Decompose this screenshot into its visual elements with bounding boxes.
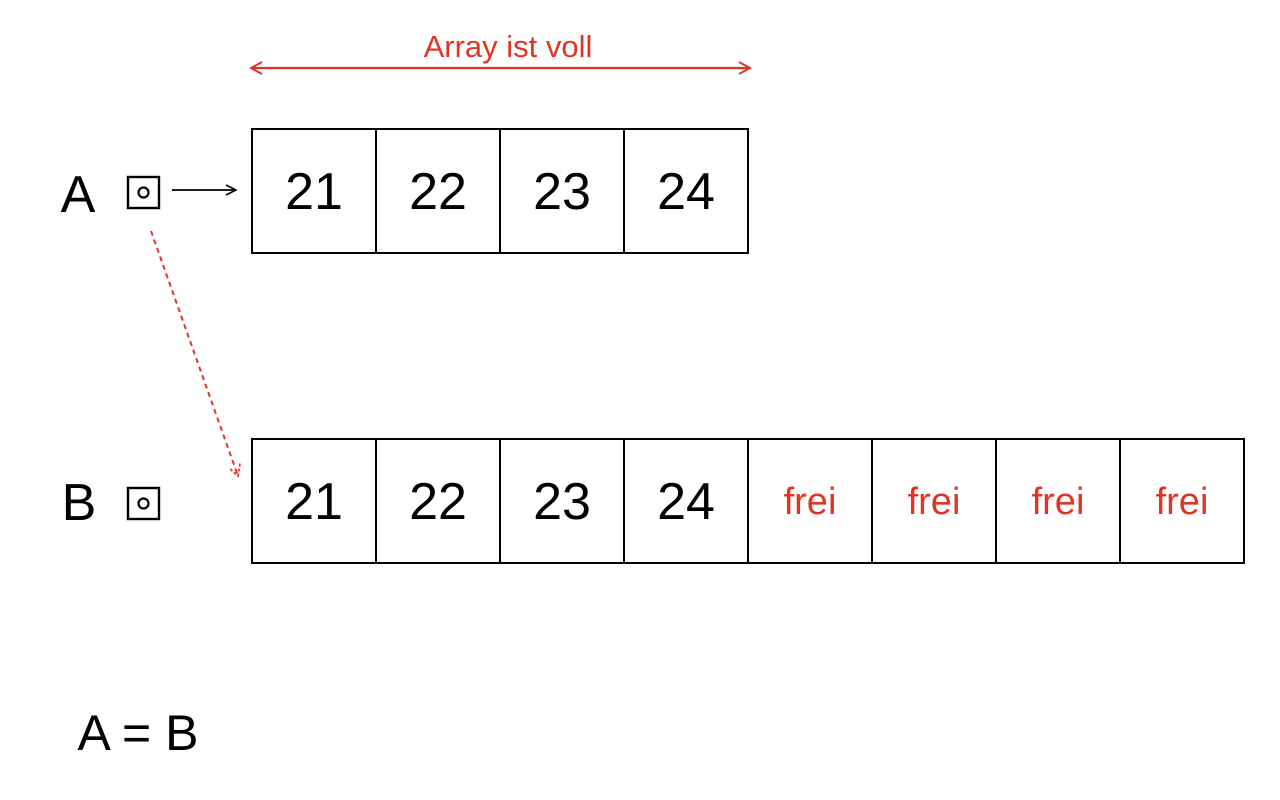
copy-arrow [150, 230, 238, 476]
var-b-label: B [62, 474, 97, 532]
array-a: 21 22 23 24 [251, 128, 749, 254]
var-a-pointer-icon [126, 175, 161, 210]
array-a-cell-box [623, 128, 749, 254]
var-b-pointer-icon [126, 486, 161, 521]
array-b-cell: frei [747, 438, 873, 564]
array-a-cell-box [251, 128, 377, 254]
full-range-label: Array ist voll [424, 29, 593, 64]
array-b-cell-value: 21 [285, 473, 343, 531]
array-b-cell-value: 24 [657, 473, 715, 531]
array-b-cell-box [747, 438, 873, 564]
var-a-label: A [61, 166, 96, 224]
array-b-cell: 21 [251, 438, 377, 564]
array-b-cell: 22 [375, 438, 501, 564]
array-a-cell: 21 [251, 128, 377, 254]
array-b-cell-box [499, 438, 625, 564]
array-b-free-slot-label: frei [784, 481, 837, 523]
array-b-cell-value: 22 [409, 473, 467, 531]
array-b-cell: frei [995, 438, 1121, 564]
array-a-cell-box [375, 128, 501, 254]
array-a-cell: 23 [499, 128, 625, 254]
array-b-free-slot-label: frei [1032, 481, 1085, 523]
array-a-cell: 24 [623, 128, 749, 254]
array-a-cell-value: 23 [533, 163, 591, 221]
array-a-cell-value: 24 [657, 163, 715, 221]
array-b-free-slot-label: frei [908, 481, 961, 523]
array-b-cell-box [871, 438, 997, 564]
array-b-free-slot-label: frei [1156, 481, 1209, 523]
assignment-equation: A = B [78, 705, 199, 761]
array-b-cell-box [995, 438, 1121, 564]
array-b-cell-box [375, 438, 501, 564]
array-b: 21 22 23 24 frei frei frei frei [251, 438, 1245, 564]
array-a-cell: 22 [375, 128, 501, 254]
array-b-cell-box [1119, 438, 1245, 564]
array-a-cell-value: 22 [409, 163, 467, 221]
array-a-cell-value: 21 [285, 163, 343, 221]
array-b-cell-box [623, 438, 749, 564]
array-b-cell: 23 [499, 438, 625, 564]
array-a-cell-box [499, 128, 625, 254]
array-b-cell-value: 23 [533, 473, 591, 531]
array-b-cell: frei [1119, 438, 1245, 564]
array-b-cell: frei [871, 438, 997, 564]
array-b-cell: 24 [623, 438, 749, 564]
